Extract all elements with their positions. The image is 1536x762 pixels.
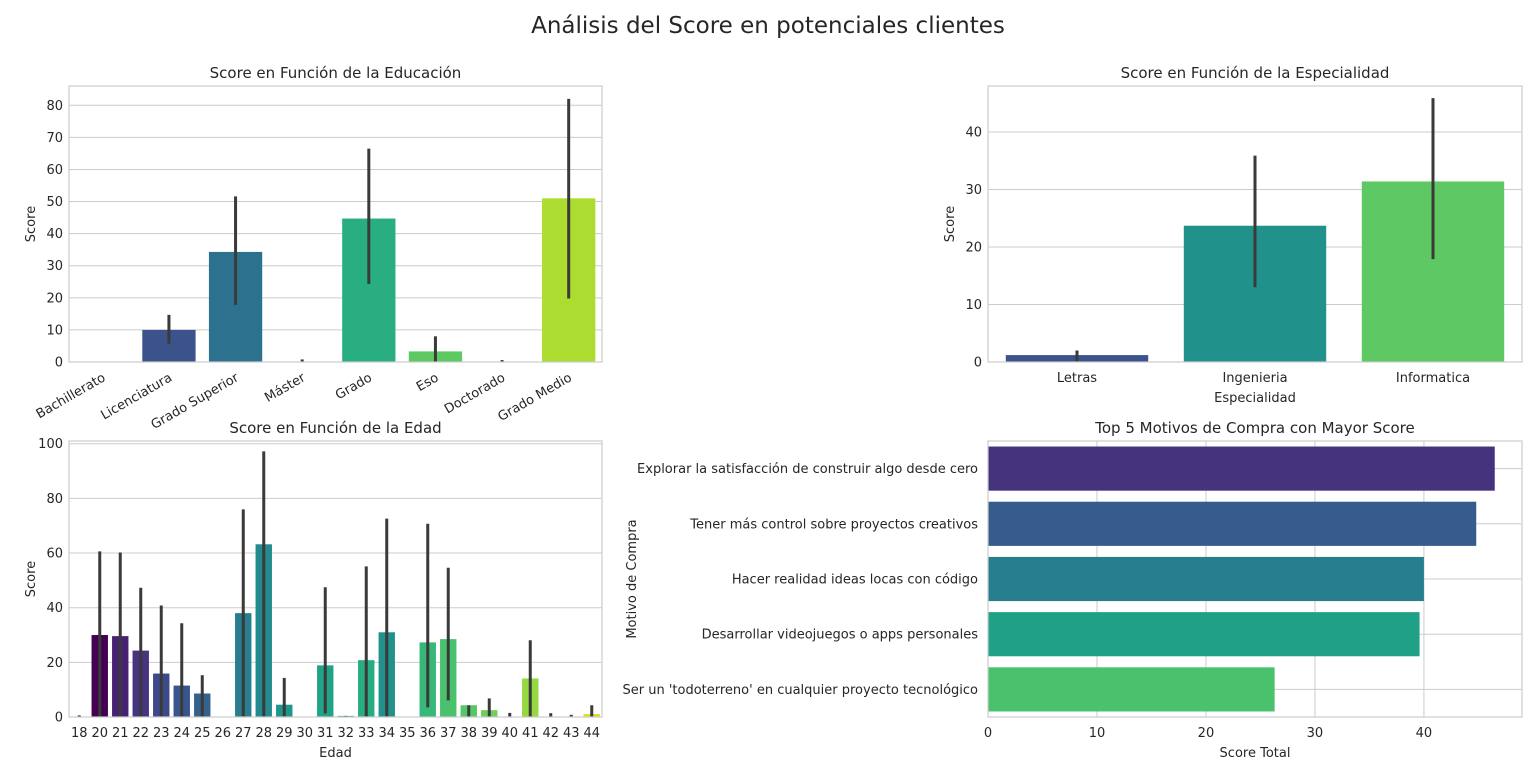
x-tick-label: 30 — [296, 726, 313, 741]
y-tick-label: 0 — [974, 356, 982, 371]
chart-especialidad: 0 10 20 30 40 Letras Ingenieria Informatica Scor… — [943, 64, 1523, 406]
y-tick-label: Ser un 'todoterreno' en cualquier proyec… — [622, 683, 978, 698]
x-tick-label: 39 — [481, 726, 498, 741]
y-tick-label: 80 — [46, 99, 63, 114]
chart-educacion: 01020304050607080BachilleratoLicenciatur… — [24, 64, 603, 433]
x-tick-label: 43 — [563, 726, 580, 741]
axes-frame — [68, 440, 603, 718]
chart-title: Score en Función de la Especialidad — [1121, 64, 1390, 82]
y-tick-label: 100 — [38, 437, 63, 452]
y-tick-label: 30 — [965, 183, 982, 198]
x-tick-label: Grado — [333, 370, 375, 403]
x-tick-label: Máster — [262, 370, 309, 406]
x-tick-label: 33 — [358, 726, 375, 741]
x-tick-label: 25 — [194, 726, 211, 741]
y-tick-label: 40 — [46, 601, 63, 616]
y-tick-label: 20 — [965, 241, 982, 256]
y-tick-label: 30 — [46, 259, 63, 274]
x-tick-label: 24 — [173, 726, 190, 741]
x-tick-label: 44 — [583, 726, 600, 741]
x-tick-label: 31 — [317, 726, 334, 741]
x-tick-label: 41 — [522, 726, 539, 741]
x-tick-label: 29 — [276, 726, 293, 741]
x-tick-label: 38 — [460, 726, 477, 741]
x-tick-label: 10 — [1089, 726, 1106, 741]
axes-frame — [68, 85, 603, 363]
bar — [988, 556, 1424, 602]
y-tick-label: 0 — [55, 711, 63, 726]
y-tick-label: 70 — [46, 131, 63, 146]
y-tick-label: 60 — [46, 547, 63, 562]
y-axis-label: Score — [24, 206, 39, 242]
x-tick-label: 28 — [255, 726, 272, 741]
y-tick-label: 20 — [46, 291, 63, 306]
x-tick-label: 23 — [153, 726, 170, 741]
y-axis-label: Score — [24, 561, 39, 597]
x-tick-label: 36 — [419, 726, 436, 741]
chart-title: Score en Función de la Edad — [229, 419, 441, 437]
bar — [988, 612, 1420, 657]
y-axis-label: Score — [943, 206, 958, 242]
x-tick-label: 22 — [132, 726, 149, 741]
x-tick-label: Bachillerato — [34, 370, 109, 422]
x-tick-label: Informatica — [1396, 371, 1470, 386]
y-tick-label: 20 — [46, 656, 63, 671]
y-tick-label: 40 — [965, 126, 982, 141]
axes-frame — [987, 85, 1523, 363]
x-tick-label: 30 — [1307, 726, 1324, 741]
chart-title: Top 5 Motivos de Compra con Mayor Score — [1094, 419, 1414, 437]
x-axis-label: Edad — [319, 746, 352, 761]
y-tick-label: Hacer realidad ideas locas con código — [732, 573, 978, 588]
charts: 01020304050607080BachilleratoLicenciatur… — [24, 64, 1523, 761]
chart-motivos: 0 10 20 30 40 Explorar la satisfacción de con… — [622, 419, 1523, 761]
y-tick-label: 50 — [46, 195, 63, 210]
x-tick-label: 27 — [235, 726, 252, 741]
x-tick-label: 20 — [1198, 726, 1215, 741]
y-tick-label: Explorar la satisfacción de construir al… — [637, 462, 978, 477]
x-tick-label: 34 — [378, 726, 395, 741]
x-axis-label: Especialidad — [1214, 391, 1296, 406]
y-tick-label: 40 — [46, 227, 63, 242]
y-tick-label: 0 — [55, 356, 63, 371]
figure-title: Análisis del Score en potenciales client… — [531, 13, 1005, 39]
x-tick-label: Grado Medio — [496, 370, 575, 424]
x-tick-label: 40 — [501, 726, 518, 741]
x-tick-label: 20 — [91, 726, 108, 741]
x-tick-label: Eso — [414, 370, 441, 394]
bar — [988, 501, 1477, 546]
x-tick-label: Letras — [1057, 371, 1097, 386]
y-tick-label: Desarrollar videojuegos o apps personale… — [702, 628, 979, 643]
x-tick-label: 26 — [214, 726, 231, 741]
bar — [988, 446, 1495, 491]
x-tick-label: 18 — [71, 726, 88, 741]
y-tick-label: 10 — [46, 323, 63, 338]
x-tick-label: 0 — [984, 726, 992, 741]
y-tick-label: 60 — [46, 163, 63, 178]
y-tick-label: 10 — [965, 298, 982, 313]
bar — [988, 667, 1275, 712]
x-tick-label: 40 — [1416, 726, 1433, 741]
x-tick-label: 37 — [440, 726, 457, 741]
y-tick-label: Tener más control sobre proyectos creati… — [689, 517, 978, 532]
y-tick-label: 80 — [46, 492, 63, 507]
x-tick-label: 42 — [542, 726, 559, 741]
x-tick-label: 35 — [399, 726, 416, 741]
x-tick-label: Ingenieria — [1222, 371, 1287, 386]
x-tick-label: 21 — [112, 726, 129, 741]
x-axis-label: Score Total — [1220, 746, 1291, 761]
y-axis-label: Motivo de Compra — [625, 519, 640, 638]
chart-title: Score en Función de la Educación — [210, 64, 462, 82]
x-tick-label: 32 — [337, 726, 354, 741]
axes-frame — [987, 440, 1523, 718]
